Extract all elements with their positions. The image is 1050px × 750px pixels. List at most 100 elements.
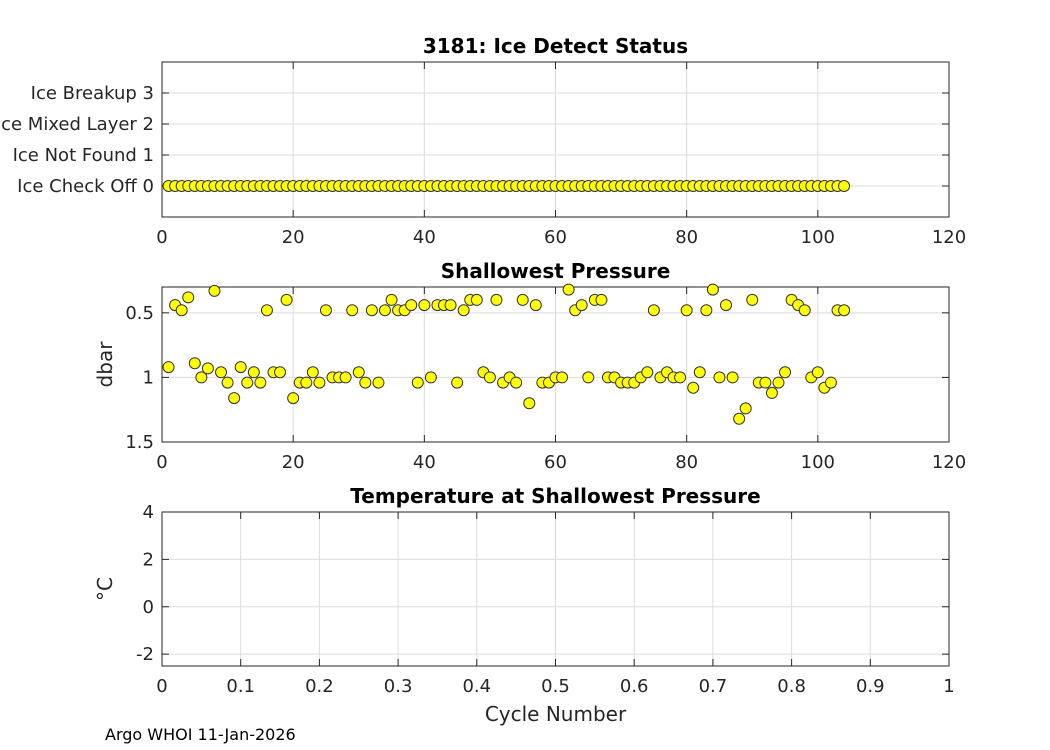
data-point — [339, 371, 352, 384]
x-tick-label: 80 — [675, 227, 698, 248]
data-point — [195, 371, 208, 384]
data-point — [726, 371, 739, 384]
x-tick-label: 100 — [801, 452, 835, 473]
data-point — [352, 366, 365, 379]
data-point — [188, 357, 201, 370]
x-tick-label: 0.8 — [777, 676, 806, 697]
chart-title: 3181: Ice Detect Status — [423, 34, 688, 58]
data-point — [365, 304, 378, 317]
x-tick-label: 0.7 — [699, 676, 728, 697]
data-point — [700, 304, 713, 317]
data-point — [313, 376, 326, 389]
x-tick-label: 20 — [282, 227, 305, 248]
y-tick-label: Ice Not Found 1 — [13, 145, 154, 166]
data-point — [424, 371, 437, 384]
temperature-chart: 0 0.1 0.2 0.3 0.4 0.5 0.6 0.7 0.8 0.9 1-2024Temper… — [93, 484, 955, 726]
data-point — [385, 293, 398, 306]
data-point — [772, 376, 785, 389]
data-point — [260, 304, 273, 317]
data-point — [746, 293, 759, 306]
data-point — [575, 299, 588, 312]
data-point — [595, 293, 608, 306]
data-point — [418, 299, 431, 312]
data-point — [457, 304, 470, 317]
data-point — [647, 304, 660, 317]
data-point — [733, 412, 746, 425]
data-point — [706, 283, 719, 296]
data-point — [444, 299, 457, 312]
data-point — [693, 366, 706, 379]
data-point — [556, 371, 569, 384]
y-tick-label: 0 — [143, 597, 154, 618]
data-point — [811, 366, 824, 379]
y-tick-label: 1.5 — [125, 432, 154, 453]
data-point — [359, 376, 372, 389]
data-point — [378, 304, 391, 317]
data-point — [516, 293, 529, 306]
data-point — [228, 392, 241, 405]
data-point — [765, 386, 778, 399]
x-axis-label: Cycle Number — [485, 702, 627, 726]
x-tick-label: 0 — [156, 227, 167, 248]
data-point — [523, 397, 536, 410]
x-tick-label: 0.6 — [620, 676, 649, 697]
data-point — [162, 361, 175, 374]
x-tick-label: 0.9 — [856, 676, 885, 697]
x-tick-label: 0.1 — [226, 676, 255, 697]
data-point — [280, 293, 293, 306]
y-tick-label: 4 — [143, 502, 154, 523]
data-point — [674, 371, 687, 384]
data-point — [838, 180, 851, 192]
y-tick-label: 0.5 — [125, 303, 154, 324]
data-point — [208, 284, 221, 297]
data-point — [201, 362, 214, 375]
data-point — [470, 293, 483, 306]
y-tick-label: -2 — [136, 644, 154, 665]
data-point — [562, 283, 575, 296]
data-point — [372, 376, 385, 389]
data-point — [287, 392, 300, 405]
data-point — [411, 376, 424, 389]
data-point — [346, 304, 359, 317]
x-tick-label: 120 — [932, 452, 966, 473]
ice-status-chart: 0 20 40 60 80 100 120 Ice Check Off 0 Ice Not Fo… — [0, 34, 966, 248]
data-point — [759, 376, 772, 389]
data-point — [687, 381, 700, 394]
shallowest-pressure-chart: 0 20 40 60 80 100 120 0.5 1 1.5 Shallowest Pressur… — [93, 259, 966, 473]
data-point — [824, 376, 837, 389]
data-point — [641, 366, 654, 379]
x-tick-label: 0.5 — [541, 676, 570, 697]
data-point — [779, 366, 792, 379]
data-point — [490, 293, 503, 306]
data-point — [182, 291, 195, 304]
y-tick-label: 1 — [143, 367, 154, 388]
x-tick-label: 60 — [544, 452, 567, 473]
data-point — [483, 371, 496, 384]
x-tick-label: 0.3 — [384, 676, 413, 697]
data-point — [739, 402, 752, 415]
x-tick-label: 60 — [544, 227, 567, 248]
y-axis-label: °C — [93, 577, 117, 601]
data-point — [221, 376, 234, 389]
data-point — [798, 304, 811, 317]
data-point — [254, 376, 267, 389]
data-point — [306, 366, 319, 379]
data-point — [319, 304, 332, 317]
y-tick-label: Ice Breakup 3 — [31, 83, 154, 104]
data-point — [680, 304, 693, 317]
chart-title: Shallowest Pressure — [441, 259, 671, 283]
x-tick-label: 0 — [156, 676, 167, 697]
x-tick-label: 120 — [932, 227, 966, 248]
y-tick-label: 2 — [143, 549, 154, 570]
data-point — [838, 304, 851, 317]
x-tick-label: 80 — [675, 452, 698, 473]
data-point — [247, 366, 260, 379]
chart-title: Temperature at Shallowest Pressure — [350, 484, 760, 508]
data-point — [175, 304, 188, 317]
y-tick-label: Ice Mixed Layer 2 — [0, 114, 154, 135]
data-point — [300, 376, 313, 389]
data-point — [234, 361, 247, 374]
x-tick-label: 20 — [282, 452, 305, 473]
data-point — [215, 366, 228, 379]
